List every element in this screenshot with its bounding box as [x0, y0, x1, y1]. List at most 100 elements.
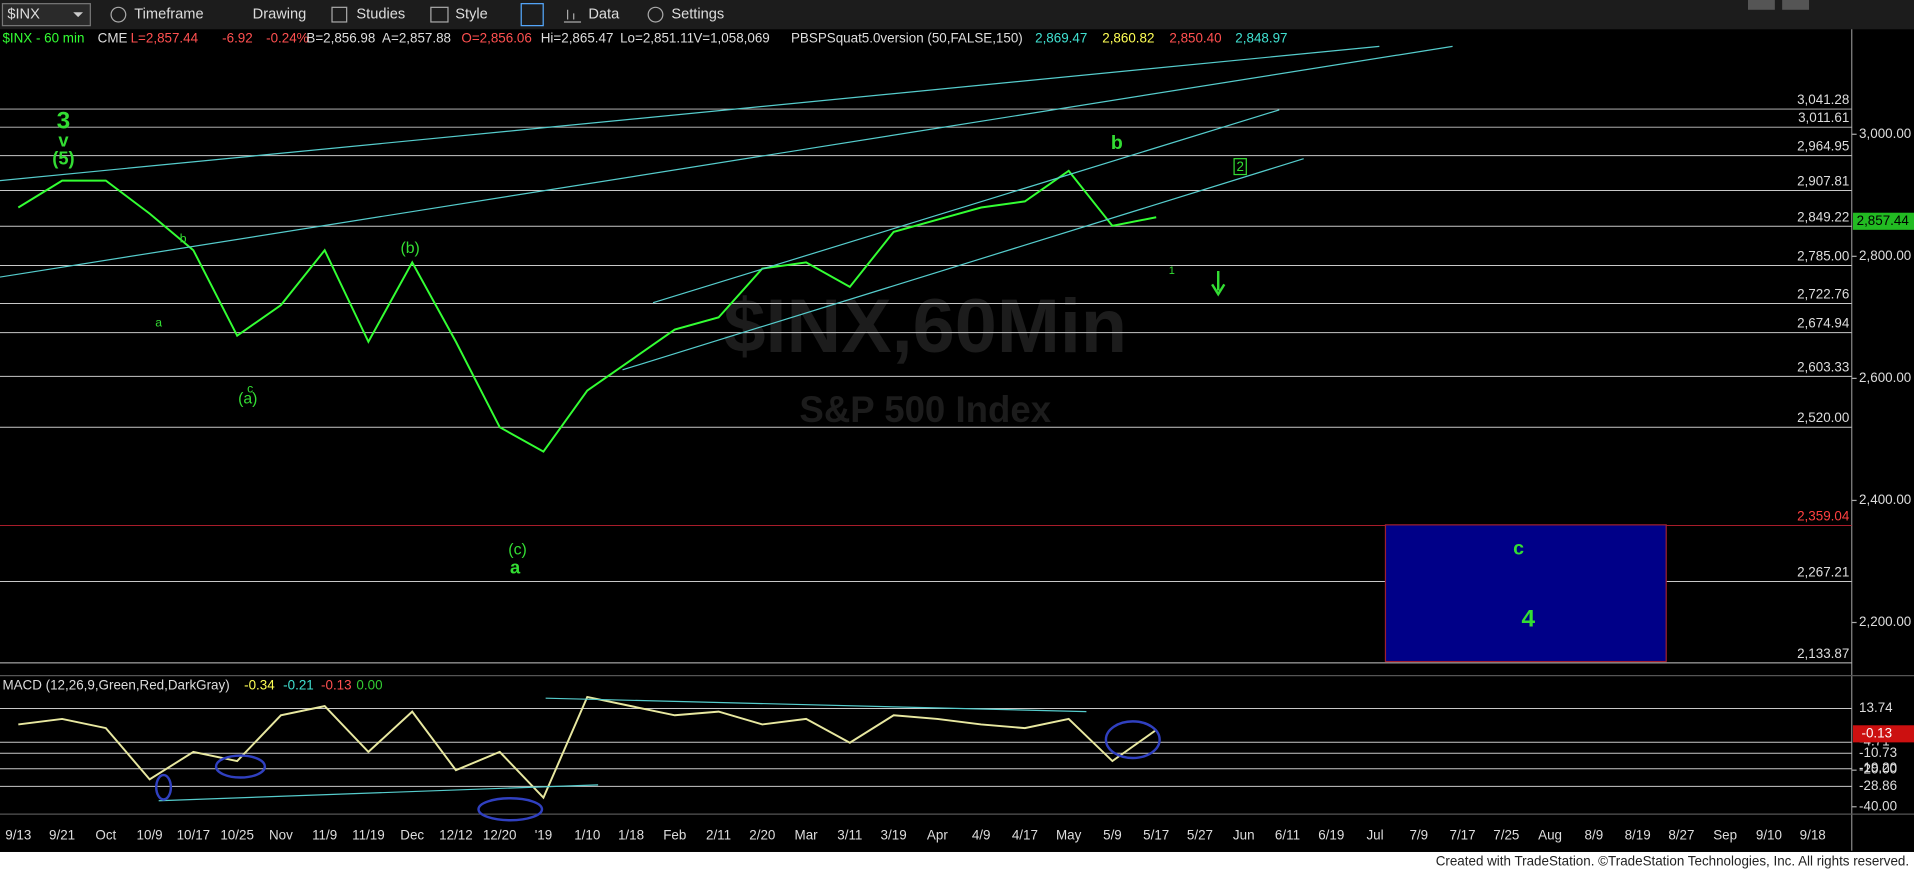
x-tick-label: May — [1056, 828, 1082, 843]
window-button[interactable] — [1747, 0, 1775, 10]
x-tick-label: Aug — [1538, 828, 1562, 843]
header-item: V=1,058,069 — [693, 31, 769, 46]
header-item: -6.92 — [222, 31, 253, 46]
x-tick-label: 3/19 — [881, 828, 907, 843]
footer-bar — [0, 851, 1914, 872]
annotation: b — [1111, 132, 1123, 154]
level-label: 2,907.81 — [1797, 174, 1849, 189]
x-tick-label: 12/12 — [439, 828, 473, 843]
level-label: 2,359.04 — [1797, 508, 1850, 523]
x-tick-label: 8/27 — [1668, 828, 1694, 843]
macd-reading: -0.21 — [283, 678, 314, 693]
level-label: 3,011.61 — [1798, 110, 1849, 125]
x-tick-label: 10/25 — [220, 828, 254, 843]
annotations: 3 v (5) b a c (a) (b) (c) a b 2 1 c 4 — [52, 108, 1535, 633]
x-tick-label: 5/17 — [1143, 828, 1169, 843]
annotation: (c) — [508, 542, 527, 559]
header-item: PBSPSquat5.0version (50,FALSE,150) — [791, 31, 1023, 46]
level-label: 2,785.00 — [1797, 248, 1849, 263]
header-item: L=2,857.44 — [131, 31, 199, 46]
toolbar-icons — [110, 3, 664, 27]
x-tick-label: 6/11 — [1275, 828, 1300, 843]
header-item: Lo=2,851.11 — [620, 31, 694, 46]
last-price-label: 2,857.44 — [1857, 213, 1910, 228]
annotation: (b) — [400, 240, 419, 257]
level-label: 2,849.22 — [1797, 209, 1849, 224]
x-tick-label: 9/13 — [5, 828, 31, 843]
watermark-name: S&P 500 Index — [799, 389, 1051, 430]
menu-data[interactable]: Data — [588, 7, 620, 23]
annotation: b — [180, 231, 187, 245]
annotation: 4 — [1521, 606, 1535, 633]
x-tick-label: 5/9 — [1103, 828, 1122, 843]
window-button[interactable] — [1782, 0, 1810, 10]
header-item: A=2,857.88 — [382, 31, 451, 46]
header-item: 2,860.82 — [1102, 31, 1154, 46]
level-label: -10.73 — [1859, 745, 1897, 760]
footer: Created with TradeStation. ©TradeStation… — [1436, 853, 1909, 868]
series-line — [17, 169, 1157, 453]
x-tick-label: 10/17 — [177, 828, 211, 843]
series-line — [18, 695, 1157, 800]
x-tick-label: 3/11 — [837, 828, 862, 843]
x-tick-label: Jun — [1233, 828, 1255, 843]
x-tick-label: 5/27 — [1187, 828, 1213, 843]
menu-settings[interactable]: Settings — [671, 7, 724, 23]
annotation: c — [1513, 537, 1524, 559]
x-tick-label: 1/10 — [574, 828, 600, 843]
level-label: 2,267.21 — [1797, 564, 1849, 579]
symbol[interactable]: $INX — [7, 7, 40, 23]
level-label: 2,722.76 — [1797, 286, 1849, 301]
annotation: 1 — [1169, 265, 1175, 277]
y-tick-label: 2,200.00 — [1859, 614, 1911, 629]
level-label: -28.86 — [1859, 778, 1897, 793]
x-tick-label: 4/9 — [972, 828, 991, 843]
annotation-box — [1233, 158, 1247, 176]
macd-reading: -0.34 — [244, 678, 275, 693]
header-item: CME — [98, 31, 128, 46]
y-tick-label: 2,800.00 — [1859, 248, 1911, 263]
x-tick-label: 10/9 — [137, 828, 163, 843]
x-tick-label: 1/18 — [618, 828, 644, 843]
x-tick-label: 9/18 — [1800, 828, 1826, 843]
menu-timeframe[interactable]: Timeframe — [134, 7, 203, 23]
header-item: 2,850.40 — [1169, 31, 1221, 46]
x-tick-label: 9/10 — [1756, 828, 1782, 843]
header-item: -0.24% — [266, 31, 309, 46]
menu-style[interactable]: Style — [455, 7, 488, 23]
menu-studies[interactable]: Studies — [356, 7, 405, 23]
x-tick-label: Dec — [400, 828, 424, 843]
x-tick-label: '19 — [535, 828, 552, 843]
x-tick-label: Mar — [795, 828, 819, 843]
header-item: Hi=2,865.47 — [541, 31, 614, 46]
y-tick-label: 2,600.00 — [1859, 370, 1911, 385]
x-tick-label: 6/19 — [1318, 828, 1344, 843]
header-item: B=2,856.98 — [306, 31, 375, 46]
annotation: c — [247, 382, 253, 396]
header-item: O=2,856.06 — [461, 31, 531, 46]
symbol-box[interactable] — [1, 3, 91, 27]
plot-area: 3,000.00 2,800.00 2,600.00 2,400.00 2,200.00… — [0, 29, 1914, 851]
y-tick-label: 3,000.00 — [1859, 126, 1911, 141]
highlight-ellipses — [155, 720, 1161, 822]
header-item: 2,848.97 — [1235, 31, 1287, 46]
x-tick-label: 7/9 — [1409, 828, 1428, 843]
x-tick-label: 4/17 — [1012, 828, 1038, 843]
header-item: 2,869.47 — [1035, 31, 1087, 46]
dropdown-arrow — [73, 12, 84, 18]
level-label: 3,041.28 — [1797, 92, 1849, 107]
x-tick-label: 7/17 — [1450, 828, 1476, 843]
annotation: (a) — [238, 390, 257, 407]
last-value-box — [1852, 725, 1914, 743]
trend-lines — [0, 45, 1453, 802]
header-item: $INX - 60 min — [2, 31, 84, 46]
x-tick-label: 8/19 — [1625, 828, 1651, 843]
annotation: a — [510, 557, 521, 578]
y-tick-label: 2,400.00 — [1859, 492, 1911, 507]
x-tick-label: 7/25 — [1493, 828, 1519, 843]
level-label: 2,674.94 — [1797, 316, 1850, 331]
menu-drawing[interactable]: Drawing — [253, 7, 307, 23]
